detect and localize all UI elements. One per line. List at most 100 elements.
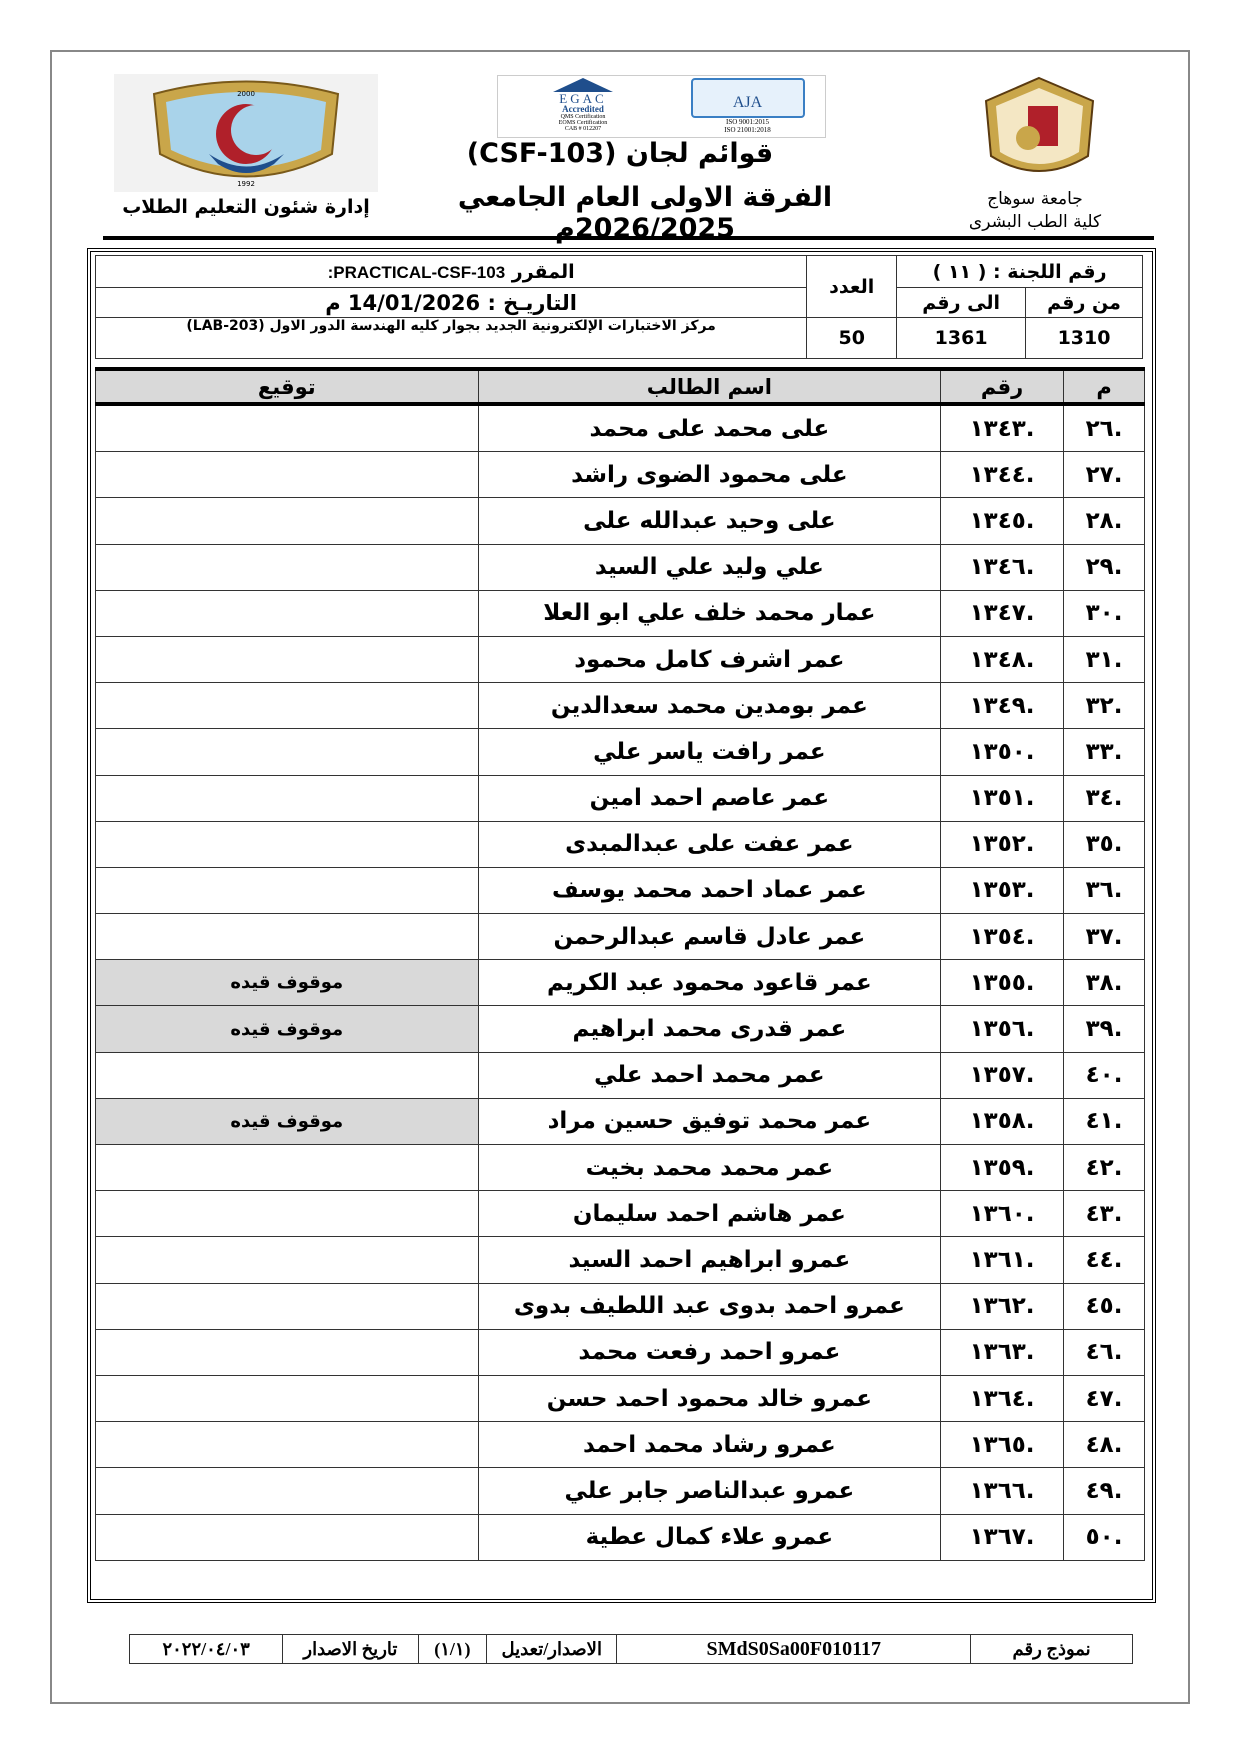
table-row: عمار محمد خلف علي ابو العلا .١٣٤٧.٣٠ xyxy=(95,589,1145,637)
student-name: على محمد على محمد xyxy=(477,403,942,453)
student-number: .١٣٥٥ xyxy=(940,959,1065,1007)
student-name: عمر قاعود محمود عبد الكريم xyxy=(477,959,942,1007)
serial-number: .٤٧ xyxy=(1063,1374,1145,1423)
student-name: عمر عفت على عبدالمبدى xyxy=(477,820,942,868)
signature-cell xyxy=(95,497,479,545)
student-number: .١٣٤٨ xyxy=(940,635,1065,684)
student-number: .١٣٥١ xyxy=(940,774,1065,822)
university-caption: جامعة سوهاج كلية الطب البشرى xyxy=(960,188,1110,234)
student-name: عمرو رشاد محمد احمد xyxy=(477,1421,942,1469)
header-name: اسم الطالب xyxy=(477,367,942,406)
signature-cell xyxy=(95,589,479,637)
student-number: .١٣٤٩ xyxy=(940,682,1065,730)
student-number: .١٣٤٣ xyxy=(940,403,1065,453)
table-row: عمر رافت ياسر علي .١٣٥٠.٣٣ xyxy=(95,728,1145,776)
signature-cell xyxy=(95,451,479,499)
student-number: .١٣٤٤ xyxy=(940,451,1065,499)
table-row: موقوف قيده عمر قاعود محمود عبد الكريم .١٣٥… xyxy=(95,959,1145,1007)
student-name: عمرو احمد رفعت محمد xyxy=(477,1328,942,1376)
signature-cell xyxy=(95,1051,479,1099)
table-row: عمرو احمد بدوى عبد اللطيف بدوى .١٣٦٢.٤٥ xyxy=(95,1282,1145,1330)
university-name: جامعة سوهاج xyxy=(987,189,1083,209)
signature-cell xyxy=(95,913,479,961)
serial-number: .٢٩ xyxy=(1063,543,1145,591)
serial-number: .٤٤ xyxy=(1063,1236,1145,1284)
student-number: .١٣٥٨ xyxy=(940,1097,1065,1146)
faculty-name: كلية الطب البشرى xyxy=(968,212,1102,232)
student-number: .١٣٦٦ xyxy=(940,1467,1065,1515)
serial-number: .٤٦ xyxy=(1063,1328,1145,1376)
signature-cell xyxy=(95,1513,479,1561)
student-name: علي وليد علي السيد xyxy=(477,543,942,591)
accreditation-logos: EGAC Accredited QMS Certification EOMS C… xyxy=(497,75,826,138)
signature-cell: موقوف قيده xyxy=(95,1005,479,1053)
serial-number: .٤٩ xyxy=(1063,1467,1145,1515)
serial-number: .٢٦ xyxy=(1063,403,1145,453)
to-number-value: 1361 xyxy=(896,317,1027,359)
student-number: .١٣٦٣ xyxy=(940,1328,1065,1376)
count-label: العدد xyxy=(806,255,898,318)
page-title: قوائم لجان (CSF-103) xyxy=(466,138,774,169)
student-name: عمر محمد توفيق حسين مراد xyxy=(477,1097,942,1146)
form-number-label: نموذج رقم xyxy=(970,1634,1133,1664)
student-name: عمر قدرى محمد ابراهيم xyxy=(477,1005,942,1053)
student-number: .١٣٦٢ xyxy=(940,1282,1065,1330)
location-cell: مركز الاختبارات الإلكترونية الجديد بجوار… xyxy=(94,317,808,359)
table-row: عمرو ابراهيم احمد السيد .١٣٦١.٤٤ xyxy=(95,1236,1145,1284)
signature-cell xyxy=(95,1328,479,1376)
signature-cell xyxy=(95,1421,479,1469)
serial-number: .٣٥ xyxy=(1063,820,1145,868)
serial-number: .٤٠ xyxy=(1063,1051,1145,1099)
revision-value: (١/١) xyxy=(417,1634,488,1664)
signature-cell xyxy=(95,543,479,591)
logo-year-bottom: 1992 xyxy=(237,180,255,188)
signature-cell xyxy=(95,728,479,776)
signature-cell xyxy=(95,1236,479,1284)
student-number: .١٣٥٠ xyxy=(940,728,1065,776)
student-number: .١٣٥٤ xyxy=(940,913,1065,961)
serial-number: .٥٠ xyxy=(1063,1513,1145,1561)
student-name: عمرو علاء كمال عطية xyxy=(477,1513,942,1561)
signature-cell xyxy=(95,1374,479,1423)
signature-cell xyxy=(95,1143,479,1192)
signature-cell: موقوف قيده xyxy=(95,959,479,1007)
serial-number: .٣٩ xyxy=(1063,1005,1145,1053)
serial-number: .٣٦ xyxy=(1063,866,1145,915)
student-name: على وحيد عبدالله على xyxy=(477,497,942,545)
issue-date-label: تاريخ الاصدار xyxy=(282,1634,419,1664)
serial-number: .٣٣ xyxy=(1063,728,1145,776)
student-number: .١٣٤٦ xyxy=(940,543,1065,591)
table-row: عمر محمد احمد علي .١٣٥٧.٤٠ xyxy=(95,1051,1145,1099)
signature-cell xyxy=(95,820,479,868)
table-frame xyxy=(87,248,1156,1603)
serial-number: .٤٥ xyxy=(1063,1282,1145,1330)
table-row: على وحيد عبدالله على .١٣٤٥.٢٨ xyxy=(95,497,1145,545)
table-row: عمرو عبدالناصر جابر علي .١٣٦٦.٤٩ xyxy=(95,1467,1145,1515)
signature-cell xyxy=(95,403,479,453)
serial-number: .٢٧ xyxy=(1063,451,1145,499)
table-row: عمر عاصم احمد امين .١٣٥١.٣٤ xyxy=(95,774,1145,822)
committee-info-table: المقرر PRACTICAL-CSF-103: العدد رقم اللج… xyxy=(94,255,1143,359)
revision-label: الاصدار/تعديل xyxy=(486,1634,618,1664)
table-row: عمر عفت على عبدالمبدى .١٣٥٢.٣٥ xyxy=(95,820,1145,868)
student-name: على محمود الضوى راشد xyxy=(477,451,942,499)
signature-cell xyxy=(95,1282,479,1330)
student-name: عمر عماد احمد محمد يوسف xyxy=(477,866,942,915)
header-signature: توقيع xyxy=(95,367,479,406)
student-number: .١٣٦٧ xyxy=(940,1513,1065,1561)
student-name: عمر محمد احمد علي xyxy=(477,1051,942,1099)
student-name: عمر محمد محمد بخيت xyxy=(477,1143,942,1192)
university-logo xyxy=(978,76,1101,184)
form-footer: ٢٠٢٢/٠٤/٠٣ تاريخ الاصدار (١/١) الاصدار/ت… xyxy=(128,1634,1133,1664)
serial-number: .٣٤ xyxy=(1063,774,1145,822)
table-row: عمر عماد احمد محمد يوسف .١٣٥٣.٣٦ xyxy=(95,866,1145,915)
header-number: رقم xyxy=(940,367,1065,406)
student-number: .١٣٦٠ xyxy=(940,1190,1065,1238)
student-name: عمر رافت ياسر علي xyxy=(477,728,942,776)
issue-date-value: ٢٠٢٢/٠٤/٠٣ xyxy=(128,1634,284,1664)
table-row: عمر بومدين محمد سعدالدين .١٣٤٩.٣٢ xyxy=(95,682,1145,730)
student-number: .١٣٥٦ xyxy=(940,1005,1065,1053)
signature-cell xyxy=(95,1467,479,1515)
serial-number: .٤٨ xyxy=(1063,1421,1145,1469)
